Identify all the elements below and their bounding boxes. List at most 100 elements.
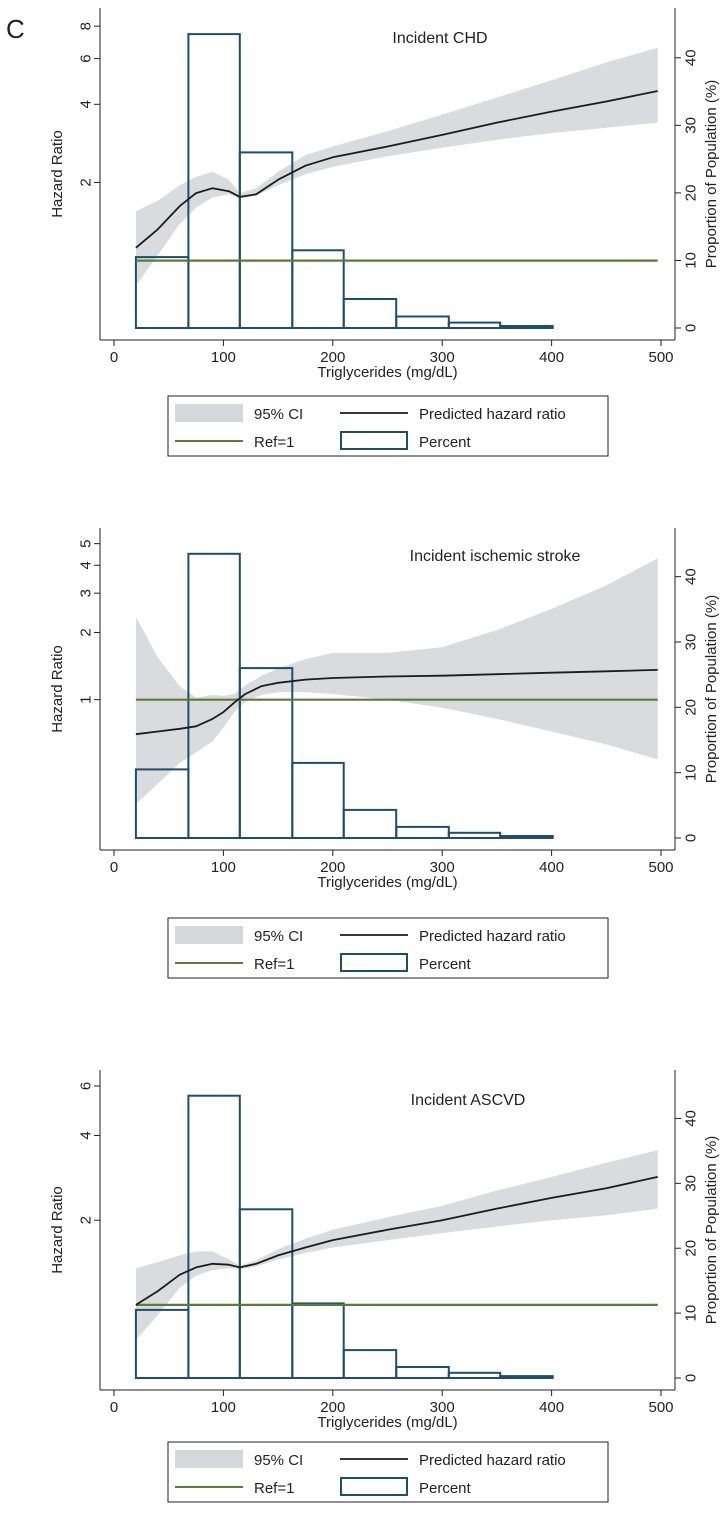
histogram-bar xyxy=(447,1371,502,1380)
legend-hr-label: Predicted hazard ratio xyxy=(419,1452,566,1469)
legend-ci-swatch xyxy=(175,1450,243,1468)
y-axis-label: Hazard Ratio xyxy=(49,130,66,218)
ci-band xyxy=(135,47,658,286)
y2-tick-label: 0 xyxy=(683,834,700,842)
legend-hr-label: Predicted hazard ratio xyxy=(419,406,566,423)
y2-tick-label: 30 xyxy=(683,117,700,134)
legend-ref-label: Ref=1 xyxy=(254,1480,294,1497)
histogram-bar xyxy=(499,1375,554,1379)
histogram-bar xyxy=(291,1302,345,1380)
histogram-bar xyxy=(395,825,450,840)
histogram-bar xyxy=(447,321,502,330)
x-tick-label: 500 xyxy=(648,859,673,876)
legend-ci-label: 95% CI xyxy=(254,1452,303,1469)
x-axis-label: Triglycerides (mg/dL) xyxy=(317,1414,457,1431)
y2-axis-label: Proportion of Population (%) xyxy=(703,80,720,268)
hazard-ratio-line xyxy=(135,90,658,249)
x-tick-label: 200 xyxy=(320,349,345,366)
x-tick-label: 200 xyxy=(320,1399,345,1416)
y-tick-label: 4 xyxy=(78,561,95,569)
x-tick-label: 100 xyxy=(211,349,236,366)
histogram-bar xyxy=(447,831,502,839)
y2-axis-label: Proportion of Population (%) xyxy=(703,1136,720,1324)
y2-tick-label: 10 xyxy=(683,1305,700,1322)
legend-ci-swatch xyxy=(175,926,243,944)
legend-pct-label: Percent xyxy=(419,956,472,973)
x-axis-label: Triglycerides (mg/dL) xyxy=(317,364,457,381)
y-tick-label: 2 xyxy=(78,1216,95,1224)
y-axis-label: Hazard Ratio xyxy=(49,645,66,733)
legend-ci-label: 95% CI xyxy=(254,928,303,945)
histogram-bar xyxy=(395,1366,450,1379)
y-tick-label: 2 xyxy=(78,628,95,636)
legend-pct-label: Percent xyxy=(419,1480,472,1497)
y2-tick-label: 0 xyxy=(683,1374,700,1382)
chart-title: Incident ischemic stroke xyxy=(410,548,581,565)
y2-tick-label: 20 xyxy=(683,185,700,202)
legend-ref-label: Ref=1 xyxy=(254,434,294,451)
hazard-ratio-line xyxy=(135,1176,658,1306)
legend: 95% CI Predicted hazard ratio Ref=1 Percent xyxy=(167,1441,609,1503)
x-tick-label: 400 xyxy=(539,1399,564,1416)
y2-tick-label: 40 xyxy=(683,1110,700,1127)
x-axis-label: Triglycerides (mg/dL) xyxy=(317,874,457,891)
x-tick-label: 400 xyxy=(539,349,564,366)
histogram-bar xyxy=(342,808,398,840)
histogram-bar xyxy=(342,1349,398,1379)
y-tick-label: 2 xyxy=(78,178,95,186)
y2-axis-label: Proportion of Population (%) xyxy=(703,595,720,783)
y-tick-label: 1 xyxy=(78,695,95,703)
histogram-bar xyxy=(238,1208,294,1380)
histogram-bar xyxy=(395,315,450,329)
histogram-bar xyxy=(499,835,554,839)
x-tick-label: 100 xyxy=(211,859,236,876)
y-tick-label: 6 xyxy=(78,54,95,62)
y2-tick-label: 20 xyxy=(683,699,700,716)
legend: 95% CI Predicted hazard ratio Ref=1 Percent xyxy=(167,395,609,457)
y2-tick-label: 30 xyxy=(683,634,700,651)
legend-ci-label: 95% CI xyxy=(254,406,303,423)
y-tick-label: 4 xyxy=(78,1131,95,1139)
y2-tick-label: 10 xyxy=(683,764,700,781)
legend-pct-label: Percent xyxy=(419,434,472,451)
x-tick-label: 500 xyxy=(648,1399,673,1416)
x-tick-label: 300 xyxy=(430,349,455,366)
y-tick-label: 5 xyxy=(78,539,95,547)
x-tick-label: 0 xyxy=(110,349,118,366)
legend: 95% CI Predicted hazard ratio Ref=1 Percent xyxy=(167,917,609,979)
chart-title: Incident CHD xyxy=(392,30,487,47)
y2-tick-label: 40 xyxy=(683,568,700,585)
y-tick-label: 3 xyxy=(78,589,95,597)
y-axis-label: Hazard Ratio xyxy=(49,1186,66,1274)
y2-tick-label: 40 xyxy=(683,49,700,66)
y-tick-label: 8 xyxy=(78,22,95,30)
histogram-bar xyxy=(499,325,554,329)
y-tick-label: 4 xyxy=(78,100,95,108)
y2-tick-label: 10 xyxy=(683,252,700,269)
x-tick-label: 100 xyxy=(211,1399,236,1416)
legend-ref-label: Ref=1 xyxy=(254,956,294,973)
x-tick-label: 400 xyxy=(539,859,564,876)
legend-pct-swatch xyxy=(340,1477,408,1496)
y2-tick-label: 20 xyxy=(683,1240,700,1257)
histogram-bar xyxy=(291,761,345,840)
legend-ci-swatch xyxy=(175,404,243,422)
y2-tick-label: 30 xyxy=(683,1175,700,1192)
chart-title: Incident ASCVD xyxy=(411,1092,526,1109)
x-tick-label: 0 xyxy=(110,1399,118,1416)
histogram-bar xyxy=(238,667,294,839)
legend-hr-label: Predicted hazard ratio xyxy=(419,928,566,945)
panel-label: C xyxy=(6,14,25,44)
y2-tick-label: 0 xyxy=(683,324,700,332)
x-tick-label: 300 xyxy=(430,859,455,876)
histogram-bar xyxy=(187,1094,241,1379)
x-tick-label: 0 xyxy=(110,859,118,876)
histogram-bar xyxy=(238,151,294,329)
x-tick-label: 300 xyxy=(430,1399,455,1416)
legend-pct-swatch xyxy=(340,431,408,450)
